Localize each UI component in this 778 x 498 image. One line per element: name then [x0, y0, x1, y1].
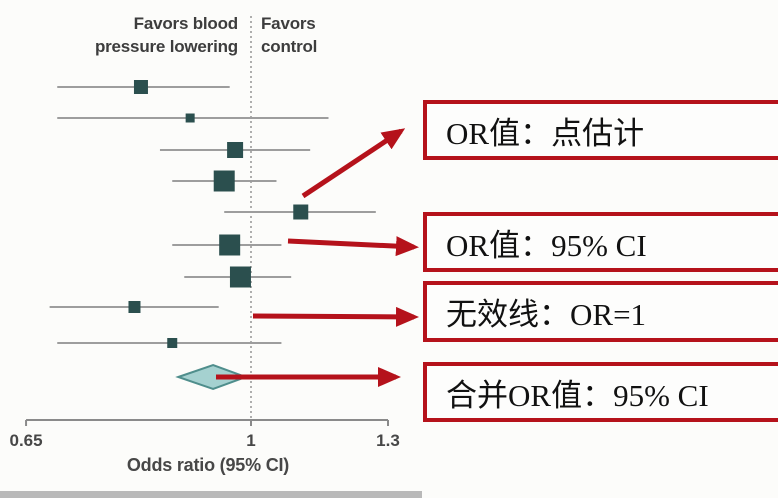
- annotation-box-pooled-or: 合并OR值：95% CI: [423, 362, 778, 422]
- bottom-strip-decoration: [0, 491, 422, 498]
- annotation-label: OR值：95% CI: [446, 227, 647, 263]
- point-estimate-square: [167, 338, 178, 348]
- point-estimate-square: [213, 170, 235, 192]
- x-tick-label: 1: [246, 431, 255, 450]
- point-estimate-square: [229, 266, 251, 288]
- x-tick-label: 1.3: [376, 431, 400, 450]
- annotation-label: 合并OR值：95% CI: [446, 377, 709, 413]
- favors-left-label: Favors blood pressure lowering: [94, 14, 238, 56]
- annotation-box-null-line: 无效线：OR=1: [423, 281, 778, 342]
- annotation-box-point-estimate: OR值：点估计: [423, 100, 778, 160]
- annotation-label: 无效线：OR=1: [446, 297, 647, 332]
- arrow-null-line: [252, 306, 419, 327]
- x-axis-title: Odds ratio (95% CI): [126, 455, 290, 475]
- annotation-box-ci: OR值：95% CI: [423, 212, 778, 272]
- annotation-label: OR值：点估计: [446, 115, 645, 151]
- point-estimate-square: [227, 142, 244, 158]
- arrow-ci: [287, 236, 419, 257]
- x-tick-label: 0.65: [10, 431, 43, 450]
- favors-right-label: Favors control: [261, 14, 318, 56]
- point-estimate-square: [293, 204, 309, 220]
- point-estimate-square: [133, 80, 148, 94]
- point-estimate-square: [128, 301, 141, 313]
- point-estimate-square: [219, 234, 241, 256]
- point-estimate-square: [185, 113, 195, 123]
- arrow-point-estimate: [301, 128, 406, 199]
